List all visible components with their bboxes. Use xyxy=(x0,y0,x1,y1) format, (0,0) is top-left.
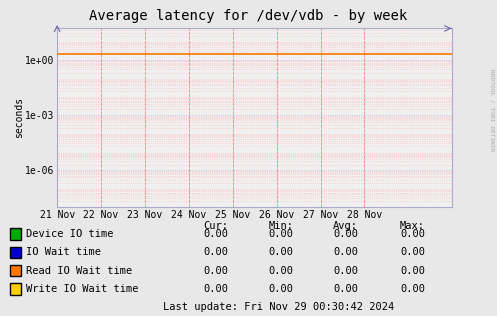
Text: 0.00: 0.00 xyxy=(400,229,425,239)
Text: 0.00: 0.00 xyxy=(204,284,229,294)
Text: 0.00: 0.00 xyxy=(268,266,293,276)
Text: IO Wait time: IO Wait time xyxy=(26,247,101,257)
Text: Average latency for /dev/vdb - by week: Average latency for /dev/vdb - by week xyxy=(89,9,408,23)
Text: 0.00: 0.00 xyxy=(333,229,358,239)
Text: 0.00: 0.00 xyxy=(400,247,425,257)
Text: Min:: Min: xyxy=(268,221,293,231)
Text: 0.00: 0.00 xyxy=(268,229,293,239)
Text: Cur:: Cur: xyxy=(204,221,229,231)
Text: 0.00: 0.00 xyxy=(268,284,293,294)
Text: Device IO time: Device IO time xyxy=(26,229,113,239)
Text: 0.00: 0.00 xyxy=(333,266,358,276)
Text: RRDTOOL / TOBI OETIKER: RRDTOOL / TOBI OETIKER xyxy=(490,69,495,152)
Text: 0.00: 0.00 xyxy=(333,247,358,257)
Text: 0.00: 0.00 xyxy=(204,229,229,239)
Text: Write IO Wait time: Write IO Wait time xyxy=(26,284,138,294)
Text: Read IO Wait time: Read IO Wait time xyxy=(26,266,132,276)
Text: 0.00: 0.00 xyxy=(400,284,425,294)
Text: 0.00: 0.00 xyxy=(204,266,229,276)
Y-axis label: seconds: seconds xyxy=(13,97,24,138)
Text: 0.00: 0.00 xyxy=(204,247,229,257)
Text: 0.00: 0.00 xyxy=(333,284,358,294)
Text: 0.00: 0.00 xyxy=(268,247,293,257)
Text: 0.00: 0.00 xyxy=(400,266,425,276)
Text: Avg:: Avg: xyxy=(333,221,358,231)
Text: Max:: Max: xyxy=(400,221,425,231)
Text: Last update: Fri Nov 29 00:30:42 2024: Last update: Fri Nov 29 00:30:42 2024 xyxy=(163,302,394,312)
